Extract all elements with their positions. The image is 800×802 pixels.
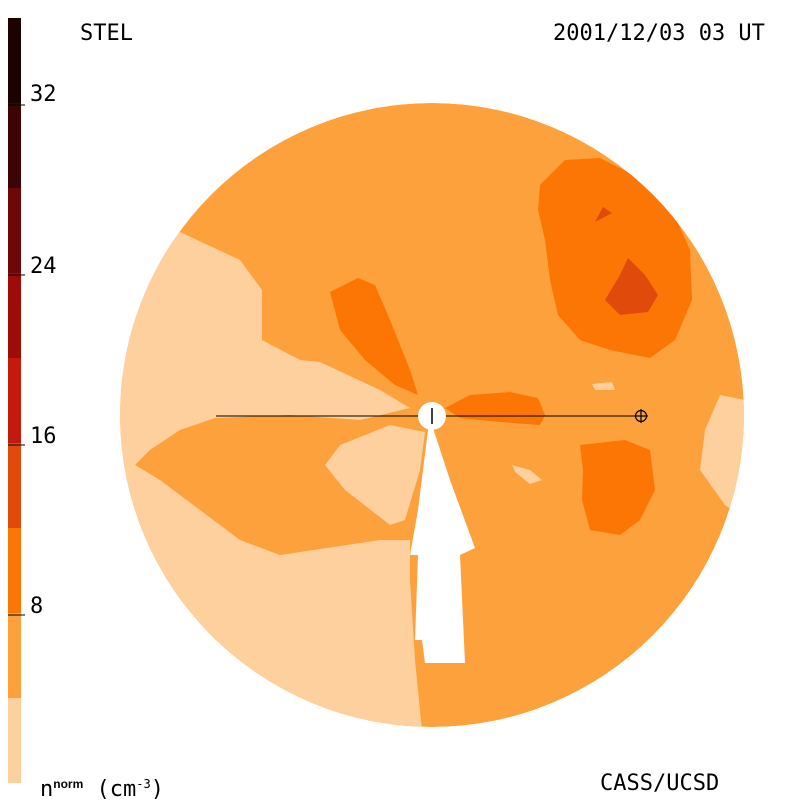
tick-label-8: 8 [30,594,44,619]
datetime-label: 2001/12/03 03 UT [553,21,765,46]
dark-region-peak [605,258,658,315]
units-label: nnorm (cm-3) [40,773,164,801]
dark-region-small [595,207,612,222]
colorbar-segment [8,443,21,528]
light-region-small-2 [512,465,542,484]
colorbar-segment [8,188,21,273]
colorbar-segment [8,18,21,103]
mid-region-near-sun [445,392,545,425]
units-close: ) [150,777,164,802]
colorbar-segment [8,273,21,358]
credit-label: CASS/UCSD [600,771,720,796]
light-region-center [325,425,425,525]
colorbar-segment [8,698,21,783]
light-region-east [700,395,744,520]
units-open: (cm [96,777,137,802]
tick-label-32: 32 [30,82,57,107]
data-gap-region [410,425,475,663]
units-exponent: -3 [136,777,151,791]
observatory-label: STEL [80,21,133,46]
units-symbol: n [40,777,54,802]
colorbar-segment [8,613,21,698]
tick-label-24: 24 [30,254,57,279]
earth-icon [634,409,648,423]
light-region-small-1 [592,382,615,390]
colorbar-segment [8,528,21,613]
units-superscript: norm [53,777,84,791]
tick-label-16: 16 [30,424,57,449]
colorbar [8,18,21,783]
colorbar-ticks [8,104,25,616]
colorbar-segment [8,103,21,188]
mid-region-northeast [538,158,692,358]
mid-region-north [330,278,418,395]
mid-region-southeast [580,440,655,535]
colorbar-segment [8,358,21,443]
